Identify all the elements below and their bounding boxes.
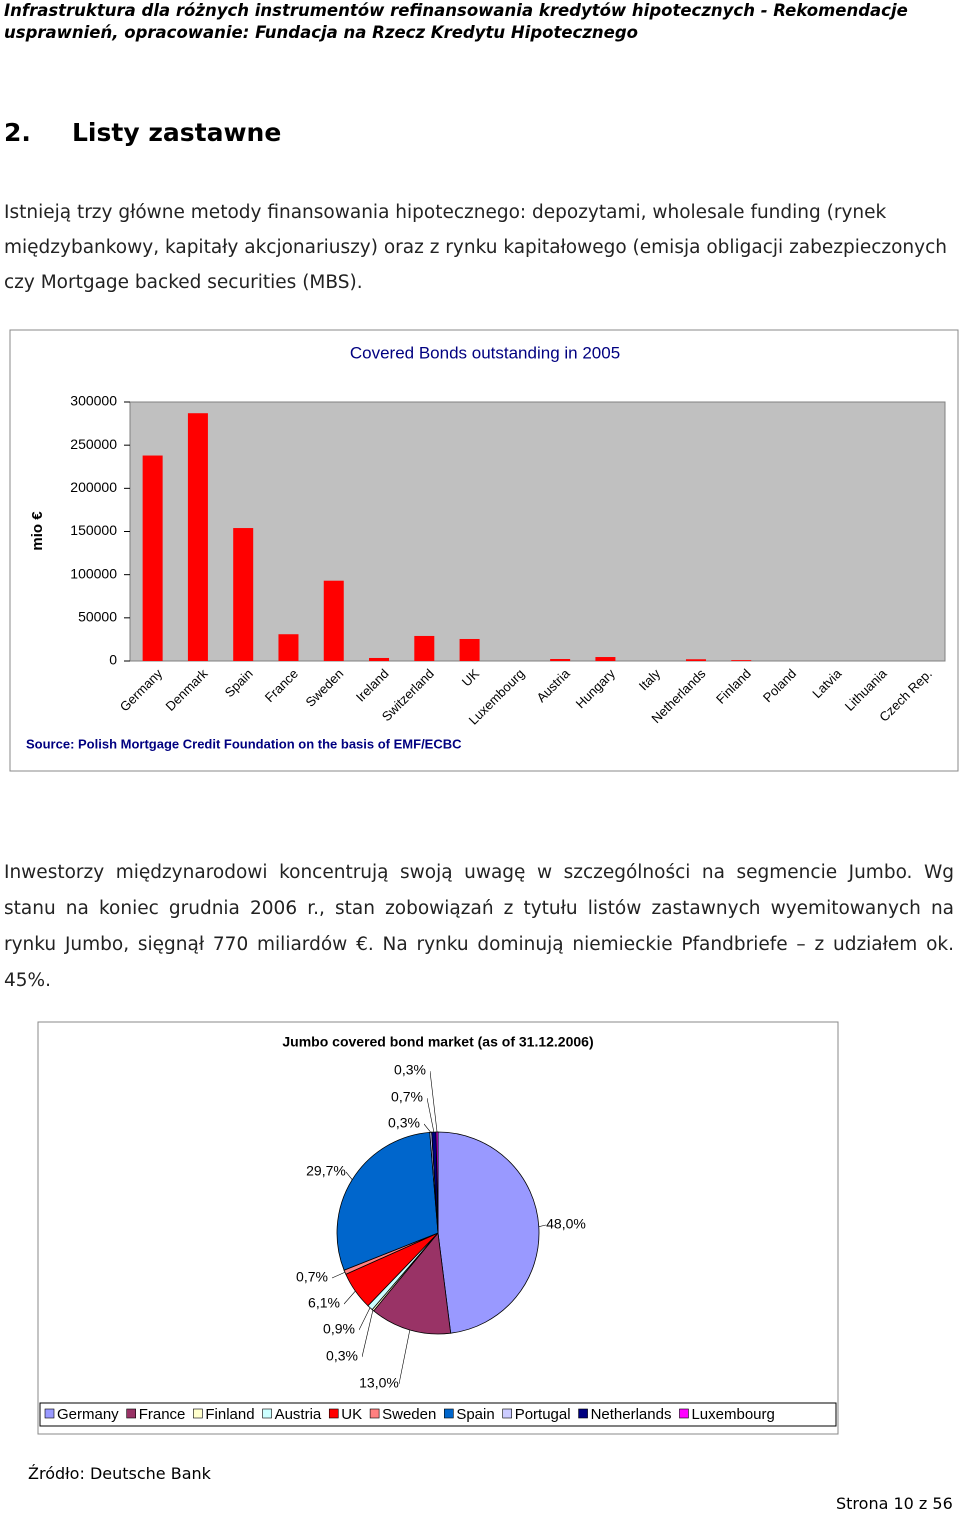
legend-swatch [444,1408,454,1419]
label-bg [384,1116,424,1132]
legend-swatch [328,1408,339,1419]
leader-line [331,1271,346,1279]
legend-swatch [193,1408,203,1419]
bar [323,580,344,661]
leader-line [538,1224,547,1227]
pie-slice [437,1131,540,1334]
bar [369,657,390,661]
bar [731,660,752,661]
leader-line [345,1171,353,1180]
section-number: 2. [4,118,31,147]
chart-note: Source: Polish Mortgage Credit Foundatio… [26,736,462,751]
label-bg [387,1090,427,1106]
legend-label: UK [341,1406,362,1423]
y-tick-label: 50000 [78,609,117,625]
data-label: 0,3% [326,1348,358,1364]
legend-label: Austria [275,1406,322,1423]
legend-swatch [126,1408,136,1419]
data-label: 0,7% [391,1089,423,1105]
footer: Strona 10 z 56 [836,1494,953,1513]
bar [595,657,616,661]
source-note: Źródło: Deutsche Bank [28,1464,211,1483]
legend-label: Finland [205,1406,254,1423]
bar [142,455,163,661]
y-tick-label: 300000 [70,393,117,409]
legend-swatch [679,1408,689,1419]
data-label: 29,7% [306,1163,346,1179]
legend-swatch [578,1408,588,1419]
legend-swatch [369,1408,380,1419]
bar [685,659,706,661]
label-bg [306,1164,346,1180]
y-tick-label: 0 [109,652,117,668]
chart-title: Covered Bonds outstanding in 2005 [350,343,620,362]
data-label: 0,7% [296,1269,328,1285]
legend-label: Luxembourg [691,1406,774,1423]
leader-line [423,1123,431,1133]
label-bg [319,1322,359,1338]
label-bg [322,1349,362,1365]
pie-slice [435,1131,439,1234]
header: Infrastruktura dla różnych instrumentów … [4,0,908,44]
leader-line [361,1310,374,1358]
legend-label: Germany [57,1406,119,1423]
leader-line [343,1290,356,1305]
legend-swatch [502,1408,513,1419]
paragraph: Inwestorzy międzynarodowi koncentrują sw… [4,862,954,991]
label-bg [390,1063,430,1079]
chart-title: Jumbo covered bond market (as of 31.12.2… [282,1034,593,1050]
header-line: Infrastruktura dla różnych instrumentów … [4,1,908,20]
legend-label: Netherlands [591,1406,672,1423]
paragraph: Istnieją trzy główne metody finansowania… [4,202,947,293]
label-bg [546,1217,586,1233]
leader-line [398,1329,411,1385]
leader-line [429,1070,438,1133]
bar [414,635,435,661]
label-bg [359,1376,399,1392]
legend-label: France [139,1406,186,1423]
data-label: 0,3% [394,1062,426,1078]
legend-box [39,1402,837,1427]
data-label: 6,1% [308,1295,340,1311]
legend-swatch [44,1408,55,1419]
legend-label: Portugal [515,1406,571,1423]
y-tick-label: 200000 [70,479,117,495]
header-line: usprawnień, opracowanie: Fundacja na Rze… [4,23,639,42]
y-axis-label: mio € [29,511,46,551]
y-tick-label: 100000 [70,565,117,581]
data-label: 13,0% [359,1375,399,1391]
y-tick-label: 150000 [70,522,117,538]
leader-line [426,1097,435,1133]
legend-swatch [262,1408,272,1419]
plot-area [129,401,946,662]
data-label: 0,3% [388,1115,420,1131]
bar [278,634,299,661]
data-label: 0,9% [323,1321,355,1337]
bar [550,659,571,661]
legend-label: Spain [456,1406,494,1423]
section-title: Listy zastawne [72,118,282,147]
label-bg [292,1270,332,1286]
legend-label: Sweden [382,1406,436,1423]
label-bg [304,1296,344,1312]
bar [233,528,254,661]
y-tick-label: 250000 [70,436,117,452]
bar [187,413,208,661]
pie-slice [373,1232,452,1335]
pie-slice [336,1131,439,1271]
bar [459,638,480,661]
leader-line [358,1307,371,1331]
data-label: 48,0% [546,1216,586,1232]
